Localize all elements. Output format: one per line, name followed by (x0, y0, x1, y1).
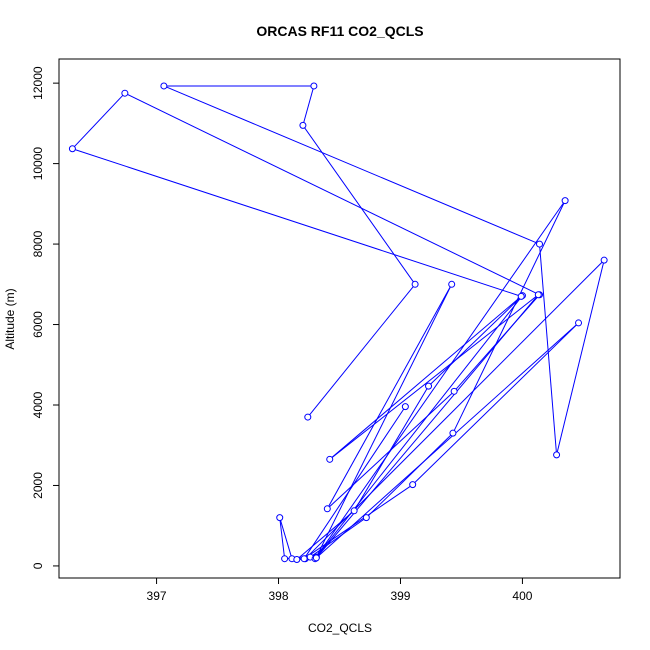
series-segment (307, 283, 416, 418)
series-segment (296, 510, 355, 560)
y-tick-label: 4000 (31, 391, 45, 418)
data-point (323, 505, 331, 513)
y-tick-label: 6000 (31, 311, 45, 338)
series-segment (72, 92, 126, 150)
data-point (362, 514, 370, 522)
y-axis-label: Altitude (m) (3, 288, 17, 349)
data-point (575, 319, 583, 327)
data-point (300, 555, 308, 563)
series-segment (452, 200, 566, 434)
series-segment (279, 517, 293, 559)
data-point (536, 240, 544, 248)
data-point (310, 82, 318, 90)
x-axis-label: CO2_QCLS (308, 621, 372, 635)
data-point (68, 145, 76, 153)
y-tick-label: 10000 (31, 147, 45, 181)
plot-frame (58, 58, 621, 579)
x-tick-label: 397 (147, 589, 167, 603)
data-point (534, 291, 542, 299)
data-point (401, 403, 409, 411)
series-segment (329, 294, 539, 460)
data-point (121, 89, 129, 97)
series-segment (428, 295, 523, 387)
y-tick-label: 2000 (31, 472, 45, 499)
series-segment (303, 406, 406, 559)
series-segment (365, 432, 454, 519)
y-tick-label: 0 (31, 562, 45, 569)
data-point (561, 197, 569, 205)
y-tick-label: 12000 (31, 66, 45, 100)
series-segment (279, 517, 286, 559)
data-point (326, 455, 334, 463)
data-point (448, 280, 456, 288)
data-point (350, 507, 358, 515)
series-segment (302, 85, 315, 126)
x-tick-label: 398 (269, 589, 289, 603)
series-segment (303, 484, 413, 560)
data-point (600, 256, 608, 264)
series-segment (556, 260, 605, 456)
data-point (517, 292, 525, 300)
data-point (160, 82, 168, 90)
data-point (312, 554, 320, 562)
series-segment (326, 284, 453, 510)
data-point (449, 429, 457, 437)
y-axis: 0 2000 4000 6000 8000 10000 12000 (31, 66, 59, 569)
series-segment (72, 148, 522, 297)
series-segment (315, 284, 453, 558)
series-segment (124, 92, 540, 296)
data-point (293, 555, 301, 563)
x-axis: 397 398 399 400 (147, 578, 533, 603)
series-segment (314, 200, 566, 559)
series-segment (329, 295, 522, 460)
series-points (68, 82, 608, 563)
series-segment (326, 390, 455, 510)
chart-title: ORCAS RF11 CO2_QCLS (256, 23, 423, 39)
data-point (425, 382, 433, 390)
data-point (450, 387, 458, 395)
series-segment (315, 295, 523, 558)
series-segment (353, 385, 429, 512)
x-tick-label: 399 (390, 589, 410, 603)
series-segment (539, 244, 558, 455)
data-point (276, 514, 284, 522)
series-segment (315, 322, 579, 559)
y-tick-label: 8000 (31, 230, 45, 257)
x-tick-label: 400 (512, 589, 532, 603)
series-segment (412, 322, 579, 486)
data-point (299, 121, 307, 129)
data-point (411, 280, 419, 288)
data-point (409, 481, 417, 489)
data-point (553, 451, 561, 459)
series-segment (163, 85, 540, 245)
data-point (304, 413, 312, 421)
data-point (281, 555, 289, 563)
